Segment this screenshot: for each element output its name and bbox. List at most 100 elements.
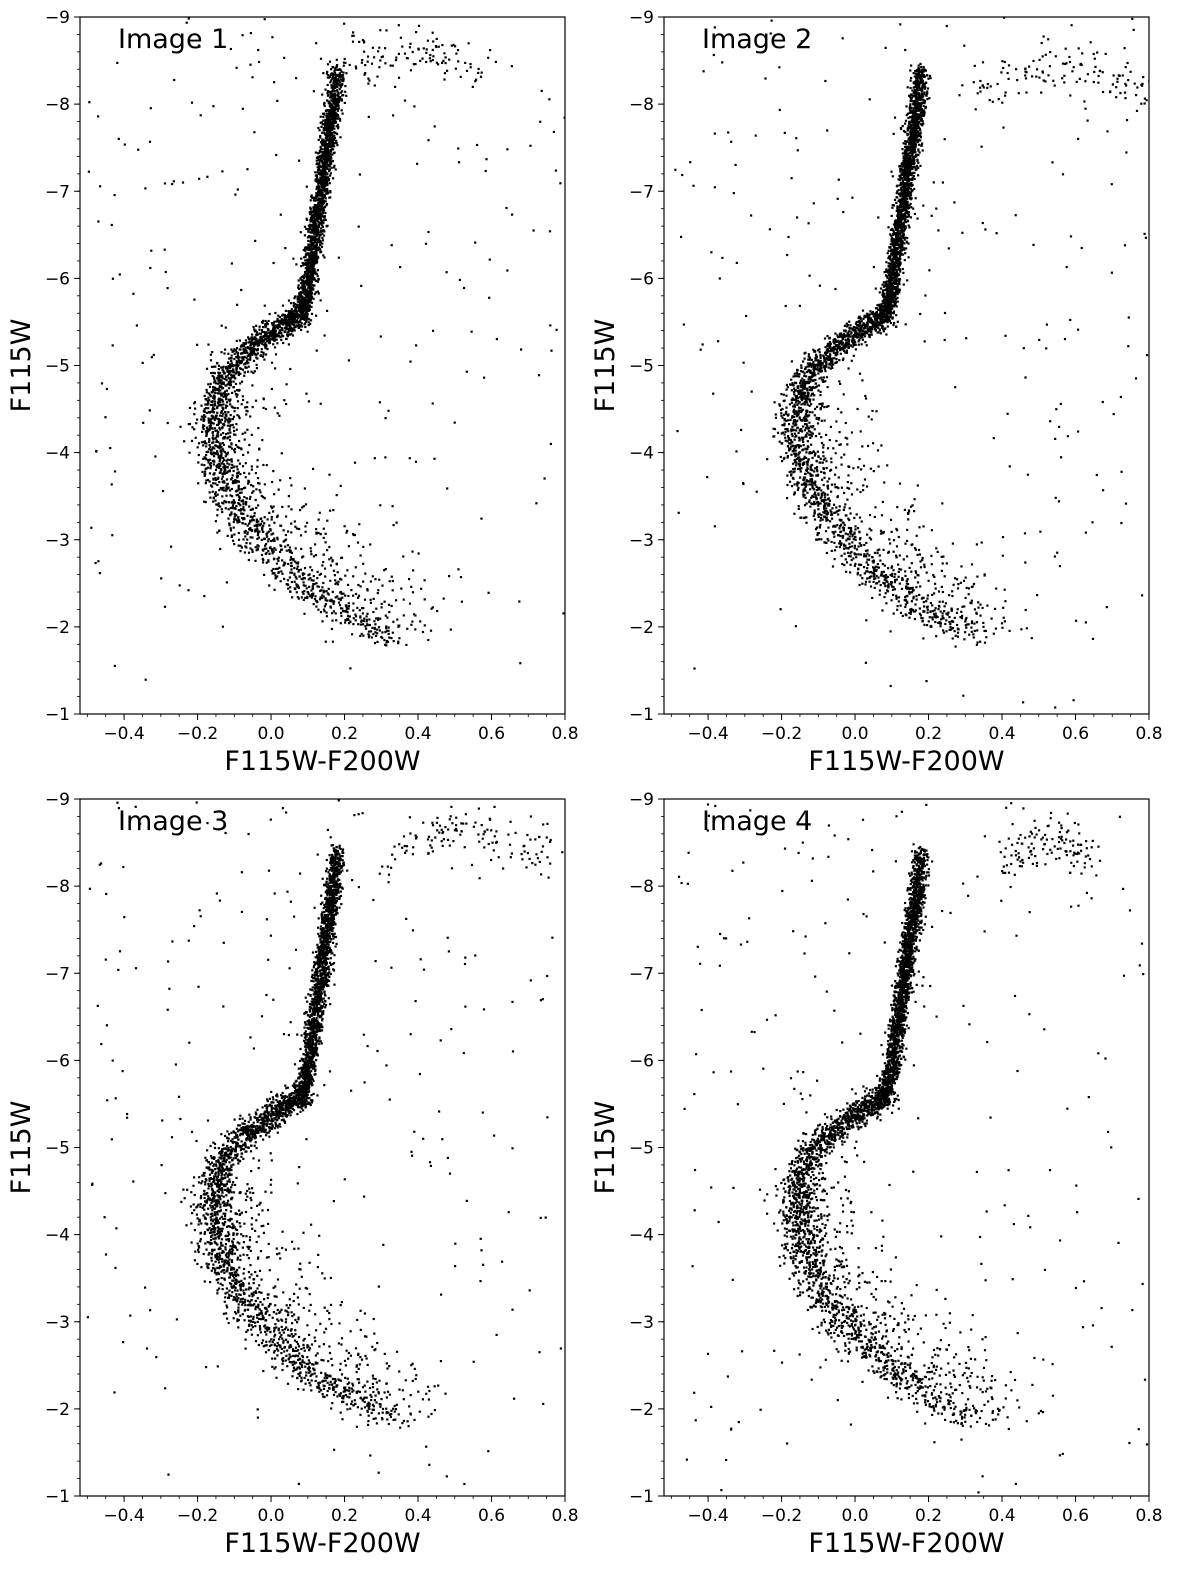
data-point	[333, 166, 336, 169]
data-point	[271, 337, 274, 340]
data-point	[261, 338, 264, 342]
data-point	[288, 576, 291, 579]
data-point	[384, 47, 387, 50]
data-point	[338, 74, 341, 77]
data-point	[273, 406, 276, 409]
data-point	[238, 417, 241, 420]
data-point	[225, 581, 228, 584]
data-point	[362, 580, 365, 583]
data-point	[225, 478, 229, 481]
data-point	[298, 326, 301, 329]
data-point	[292, 257, 295, 260]
data-point	[271, 506, 274, 510]
data-point	[311, 272, 314, 275]
data-point	[409, 69, 412, 72]
data-point	[324, 165, 327, 168]
data-point	[279, 213, 282, 216]
data-point	[307, 239, 310, 242]
data-point	[345, 531, 348, 534]
data-point	[365, 615, 368, 618]
data-point	[263, 331, 266, 334]
data-point	[172, 180, 175, 183]
data-point	[427, 139, 430, 142]
data-point	[804, 435, 807, 438]
data-point	[218, 372, 221, 375]
data-point	[299, 320, 302, 323]
data-point	[333, 101, 336, 104]
data-point	[310, 280, 313, 283]
data-point	[337, 127, 340, 130]
data-point	[206, 429, 209, 432]
data-point	[317, 206, 320, 209]
data-point	[277, 488, 280, 491]
data-point	[330, 94, 333, 97]
data-point	[398, 637, 401, 640]
data-point	[820, 538, 823, 541]
data-point	[305, 270, 309, 273]
data-point	[796, 488, 799, 491]
data-point	[338, 84, 341, 87]
data-point	[238, 339, 241, 342]
data-point	[254, 399, 258, 402]
data-point	[326, 189, 329, 192]
data-point	[261, 520, 264, 523]
data-point	[319, 200, 323, 203]
data-point	[350, 589, 353, 592]
data-point	[319, 611, 323, 614]
data-point	[227, 365, 230, 368]
data-point	[321, 151, 324, 154]
data-point	[216, 429, 219, 432]
data-point	[305, 290, 308, 293]
data-point	[367, 82, 370, 85]
x-tick-label: 0.2	[331, 724, 358, 744]
data-point	[266, 336, 269, 340]
data-point	[332, 509, 335, 512]
data-point	[289, 318, 292, 321]
data-point	[337, 125, 340, 128]
data-point	[291, 315, 294, 318]
data-point	[358, 523, 361, 526]
data-point	[342, 592, 345, 595]
data-point	[216, 493, 219, 496]
data-point	[346, 614, 350, 617]
data-point	[347, 583, 350, 586]
data-point	[327, 117, 330, 120]
data-point	[208, 385, 212, 388]
data-point	[225, 459, 228, 462]
data-point	[193, 298, 196, 301]
data-point	[361, 58, 364, 62]
data-point	[142, 421, 145, 424]
data-point	[297, 323, 300, 326]
data-point	[529, 144, 532, 147]
data-point	[222, 486, 225, 489]
data-point	[229, 529, 233, 532]
data-point	[548, 98, 551, 101]
data-point	[312, 592, 315, 595]
data-point	[306, 218, 309, 221]
data-point	[327, 593, 330, 596]
data-point	[325, 117, 328, 120]
data-point	[111, 277, 114, 280]
data-point	[316, 162, 319, 165]
data-point	[378, 46, 381, 49]
data-point	[241, 508, 244, 511]
data-point	[322, 162, 326, 165]
data-point	[322, 152, 325, 155]
data-point	[305, 521, 309, 524]
data-point	[303, 318, 306, 321]
data-point	[218, 529, 221, 532]
data-point	[402, 598, 405, 601]
data-point	[290, 564, 293, 567]
data-point	[339, 81, 342, 84]
data-point	[329, 163, 332, 166]
data-point	[299, 509, 302, 512]
data-point	[339, 68, 342, 71]
data-point	[293, 329, 296, 332]
data-point	[219, 457, 222, 460]
data-point	[308, 255, 311, 258]
data-point	[307, 281, 310, 284]
data-point	[243, 350, 246, 353]
data-point	[293, 573, 296, 576]
data-point	[336, 583, 340, 586]
data-point	[288, 323, 291, 326]
